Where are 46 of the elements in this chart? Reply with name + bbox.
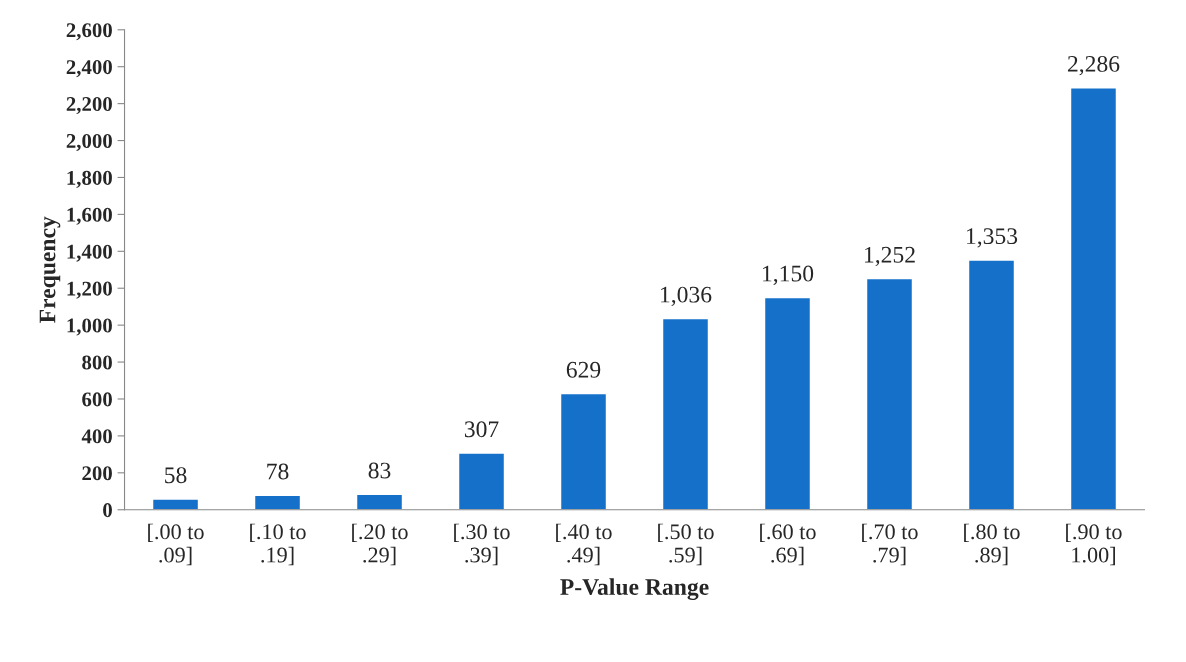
- bar: [355, 493, 404, 510]
- bar: [253, 494, 302, 510]
- x-tick-label: [.00 to .09]: [148, 523, 204, 566]
- data-label: 1,036: [661, 286, 712, 306]
- bar: [457, 452, 506, 510]
- y-tick-label: 200: [82, 466, 112, 481]
- x-axis-title: P-Value Range: [560, 578, 709, 600]
- x-tick-label: [.50 to .59]: [658, 523, 714, 566]
- x-tick-label: [.70 to .79]: [862, 523, 918, 566]
- bar: [151, 498, 200, 510]
- bar: [865, 277, 914, 510]
- bar: [967, 259, 1016, 510]
- y-tick-label: 2,000: [66, 133, 112, 151]
- y-tick-label: 1,400: [67, 244, 112, 262]
- y-tick-label: 800: [82, 355, 112, 370]
- x-tick-label: [.40 to .49]: [556, 523, 612, 566]
- data-label: 1,353: [967, 228, 1018, 248]
- data-label: 2,286: [1067, 55, 1120, 76]
- data-label: 1,252: [865, 246, 915, 267]
- x-tick-label: [.90 to 1.00]: [1066, 523, 1122, 566]
- x-tick-label: [.10 to .19]: [250, 523, 306, 566]
- data-label: 629: [566, 361, 601, 378]
- y-tick-label: 400: [81, 429, 112, 444]
- bar: [763, 296, 812, 510]
- x-tick-label: [.20 to .29]: [352, 523, 408, 566]
- bar: [1069, 87, 1118, 510]
- bar: [661, 317, 710, 510]
- y-tick-label: 600: [82, 392, 112, 407]
- data-label: 307: [464, 421, 499, 438]
- y-tick-label: 1,800: [67, 170, 112, 188]
- y-tick-label: 0: [103, 503, 112, 518]
- x-tick-label: [.80 to .89]: [964, 523, 1020, 566]
- y-axis-title: Frequency: [39, 216, 61, 323]
- data-label: 1,150: [763, 265, 814, 285]
- x-tick-label: [.60 to .69]: [760, 523, 816, 566]
- bar: [559, 392, 608, 510]
- data-label: 83: [368, 462, 391, 479]
- x-tick-label: [.30 to .39]: [454, 523, 510, 566]
- data-label: 58: [165, 467, 187, 484]
- y-tick-label: 1,600: [67, 207, 112, 225]
- y-tick-label: 2,600: [66, 23, 112, 41]
- y-tick-label: 1,200: [67, 281, 112, 299]
- y-tick-label: 2,200: [66, 97, 112, 115]
- y-tick-label: 1,000: [67, 318, 112, 336]
- y-tick-label: 2,400: [66, 60, 112, 78]
- data-label: 78: [267, 463, 289, 480]
